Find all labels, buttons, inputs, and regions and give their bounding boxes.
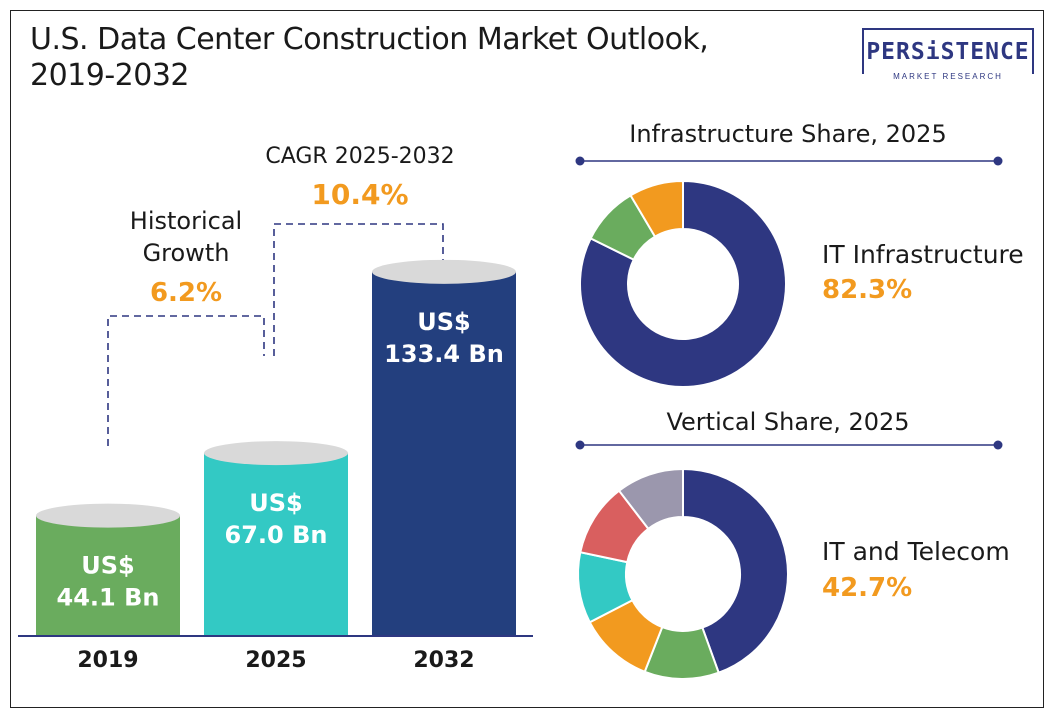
historical-label-1: Historical [130, 207, 242, 235]
bar-2019: US$ 44.1 Bn [36, 503, 180, 636]
bar-cap-2032 [372, 259, 516, 284]
bar-2032: US$ 133.4 Bn [372, 259, 516, 636]
growth-connectors [107, 223, 444, 446]
donut2-highlight-label: IT and Telecom [822, 537, 1010, 566]
donut1-slice [629, 179, 684, 239]
donut2-rule [575, 440, 1003, 450]
historical-value: 6.2% [150, 278, 222, 308]
historical-label-2: Growth [143, 239, 230, 267]
cagr-value: 10.4% [311, 178, 408, 211]
title-line-1: U.S. Data Center Construction Market Out… [30, 22, 709, 57]
donut2-highlight-value: 42.7% [822, 573, 912, 603]
x-tick-label: 2019 [77, 648, 138, 673]
bar-cap-2025 [204, 441, 348, 466]
bar-value-label-amount: 133.4 Bn [384, 340, 504, 368]
bar-value-label-currency: US$ [417, 308, 470, 336]
bar-2025: US$ 67.0 Bn [204, 441, 348, 636]
donut1-highlight-value: 82.3% [822, 275, 912, 305]
chart-title: U.S. Data Center Construction Market Out… [30, 22, 709, 94]
historical-connector [107, 315, 265, 446]
logo-tagline: MARKET RESEARCH [893, 72, 1003, 81]
bar-value-label-amount: 44.1 Bn [57, 584, 160, 612]
bar-body-2019 [36, 515, 180, 636]
bar-cap-2019 [36, 503, 180, 528]
cagr-connector [273, 223, 444, 356]
brand-logo: PERSiSTENCE MARKET RESEARCH [862, 24, 1034, 86]
donut1-slice [579, 179, 787, 388]
figure-frame [10, 10, 1044, 708]
donut1-title: Infrastructure Share, 2025 [629, 120, 946, 148]
logo-wordmark: PERSiSTENCE [862, 28, 1034, 74]
donut2-slice [682, 467, 789, 675]
cagr-label: CAGR 2025-2032 [265, 144, 454, 169]
bar-value-label-amount: 67.0 Bn [225, 521, 328, 549]
title-line-2: 2019-2032 [30, 58, 190, 93]
donut2-title: Vertical Share, 2025 [666, 408, 909, 436]
donut1-slices [579, 179, 787, 388]
x-tick-label: 2032 [413, 648, 474, 673]
donut1-highlight-label: IT Infrastructure [822, 240, 1024, 269]
bar-body-2025 [204, 453, 348, 636]
bar-body-2032 [372, 271, 516, 636]
donut2-slices [577, 467, 789, 680]
bar-value-label-currency: US$ [81, 552, 134, 580]
bar-value-label-currency: US$ [249, 489, 302, 517]
bar-series: US$ 44.1 Bn US$ 67.0 Bn US$ 133.4 Bn [36, 259, 516, 636]
x-tick-label: 2025 [245, 648, 306, 673]
donut2-slice [617, 467, 684, 531]
x-tick-labels: 2019 2025 2032 [77, 648, 474, 673]
donut1-rule [575, 156, 1003, 166]
